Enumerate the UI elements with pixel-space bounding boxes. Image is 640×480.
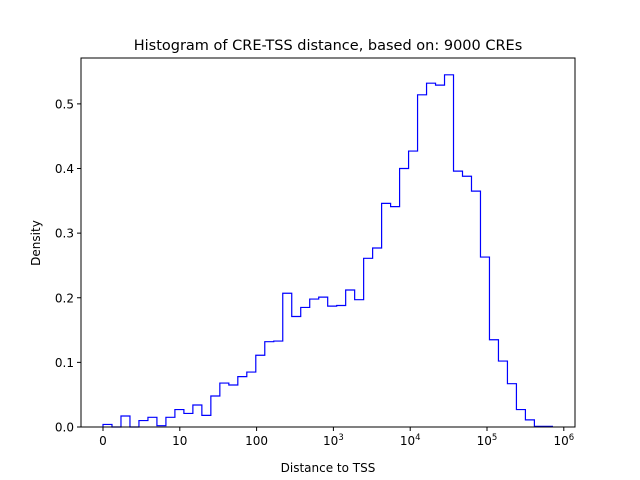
histogram-bin (364, 258, 373, 427)
histogram-bin (292, 316, 301, 427)
histogram-step-line (102, 74, 553, 428)
histogram-bin (346, 290, 355, 427)
histogram-bin (391, 207, 400, 427)
x-axis-label: Distance to TSS (281, 461, 376, 475)
y-axis-label: Density (29, 220, 43, 266)
histogram-bin (489, 340, 498, 427)
histogram-bin (445, 75, 454, 427)
x-tick-label: 103 (323, 433, 344, 448)
y-tick-label: 0.3 (55, 227, 74, 241)
histogram-bin (400, 169, 409, 427)
x-tick-label: 100 (245, 434, 268, 448)
histogram-bin (121, 416, 130, 427)
histogram-bin (328, 306, 337, 427)
histogram-bin (525, 420, 534, 427)
histogram-bin (436, 85, 445, 427)
histogram-bin (373, 248, 382, 427)
histogram-bin (148, 417, 157, 427)
histogram-bin (427, 83, 436, 427)
x-tick-label: 0 (99, 434, 107, 448)
histogram-bin (355, 300, 364, 427)
histogram-bin (480, 257, 489, 427)
y-tick-label: 0.5 (55, 97, 74, 111)
plot-frame (80, 57, 576, 428)
histogram-bin (274, 341, 283, 427)
histogram-bin (409, 151, 418, 427)
histogram-bin (175, 410, 184, 427)
histogram-bin (238, 377, 247, 427)
histogram-bin (283, 293, 292, 427)
histogram-bin (516, 410, 525, 427)
x-tick-label: 10 (172, 434, 187, 448)
histogram-bin (418, 95, 427, 427)
y-tick-label: 0.0 (55, 421, 74, 435)
x-tick-label: 105 (477, 433, 498, 448)
histogram-bin (184, 413, 193, 427)
histogram-bin (220, 383, 229, 427)
histogram-bin (382, 203, 391, 427)
histogram-bin (211, 396, 220, 427)
histogram-bin (310, 299, 319, 427)
histogram-bin (507, 384, 516, 427)
histogram-bin (229, 385, 238, 427)
histogram-bin (319, 297, 328, 427)
histogram-bin (247, 372, 256, 427)
y-tick-label: 0.2 (55, 291, 74, 305)
histogram-bin (166, 417, 175, 427)
histogram-bin (139, 421, 148, 427)
chart-title: Histogram of CRE-TSS distance, based on:… (134, 38, 523, 54)
histogram-bin (193, 405, 202, 427)
histogram-bin (202, 415, 211, 427)
histogram-bin (301, 307, 310, 427)
histogram-bin (463, 176, 472, 427)
y-tick-label: 0.4 (55, 162, 74, 176)
histogram-bin (256, 355, 265, 427)
histogram-bin (471, 191, 480, 427)
x-tick-label: 104 (400, 433, 421, 448)
histogram-bin (265, 342, 274, 427)
histogram-bin (454, 171, 463, 427)
histogram-bin (498, 361, 507, 427)
x-tick-label: 106 (553, 433, 574, 448)
histogram-bin (337, 306, 346, 427)
y-tick-label: 0.1 (55, 356, 74, 370)
